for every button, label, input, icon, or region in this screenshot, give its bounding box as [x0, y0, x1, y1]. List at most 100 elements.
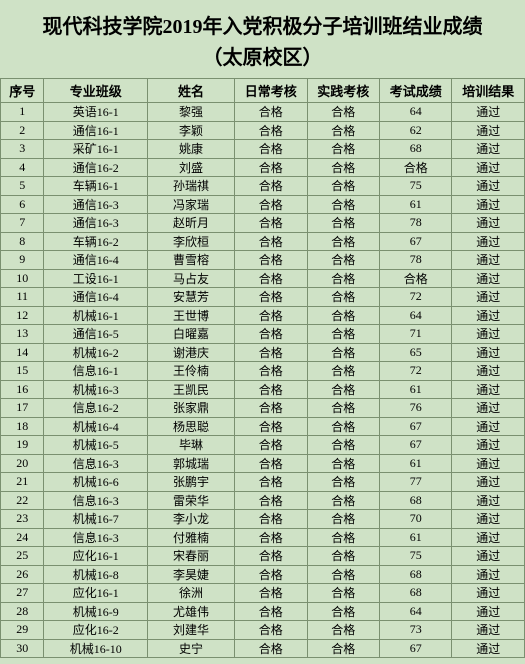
cell-name: 安慧芳	[148, 288, 235, 307]
cell-daily: 合格	[235, 232, 307, 251]
cell-name: 史宁	[148, 639, 235, 658]
cell-result: 通过	[452, 362, 525, 381]
cell-class: 机械16-5	[44, 436, 148, 455]
cell-seq: 1	[1, 103, 44, 122]
cell-class: 机械16-10	[44, 639, 148, 658]
cell-name: 刘盛	[148, 158, 235, 177]
cell-seq: 13	[1, 325, 44, 344]
cell-daily: 合格	[235, 510, 307, 529]
cell-exam: 67	[379, 417, 451, 436]
cell-name: 付雅楠	[148, 528, 235, 547]
cell-seq: 25	[1, 547, 44, 566]
table-row: 15信息16-1王伶楠合格合格72通过	[1, 362, 525, 381]
cell-practice: 合格	[307, 510, 379, 529]
cell-result: 通过	[452, 140, 525, 159]
cell-result: 通过	[452, 454, 525, 473]
cell-exam: 61	[379, 454, 451, 473]
cell-daily: 合格	[235, 103, 307, 122]
cell-class: 车辆16-2	[44, 232, 148, 251]
cell-seq: 17	[1, 399, 44, 418]
cell-seq: 22	[1, 491, 44, 510]
cell-daily: 合格	[235, 380, 307, 399]
cell-seq: 3	[1, 140, 44, 159]
cell-seq: 2	[1, 121, 44, 140]
cell-exam: 67	[379, 436, 451, 455]
cell-daily: 合格	[235, 269, 307, 288]
cell-seq: 7	[1, 214, 44, 233]
cell-name: 白曜嘉	[148, 325, 235, 344]
cell-name: 王世博	[148, 306, 235, 325]
cell-practice: 合格	[307, 251, 379, 270]
cell-name: 毕琳	[148, 436, 235, 455]
cell-class: 车辆16-1	[44, 177, 148, 196]
cell-seq: 18	[1, 417, 44, 436]
header-class: 专业班级	[44, 79, 148, 103]
table-row: 21机械16-6张鹏宇合格合格77通过	[1, 473, 525, 492]
cell-seq: 5	[1, 177, 44, 196]
table-row: 17信息16-2张家鼎合格合格76通过	[1, 399, 525, 418]
cell-result: 通过	[452, 436, 525, 455]
cell-exam: 68	[379, 491, 451, 510]
cell-exam: 70	[379, 510, 451, 529]
cell-daily: 合格	[235, 288, 307, 307]
cell-result: 通过	[452, 232, 525, 251]
cell-daily: 合格	[235, 214, 307, 233]
cell-daily: 合格	[235, 584, 307, 603]
table-row: 9通信16-4曹雪榕合格合格78通过	[1, 251, 525, 270]
cell-result: 通过	[452, 639, 525, 658]
cell-result: 通过	[452, 251, 525, 270]
cell-seq: 28	[1, 602, 44, 621]
cell-daily: 合格	[235, 417, 307, 436]
cell-seq: 26	[1, 565, 44, 584]
cell-name: 王凯民	[148, 380, 235, 399]
cell-daily: 合格	[235, 602, 307, 621]
table-row: 16机械16-3王凯民合格合格61通过	[1, 380, 525, 399]
cell-result: 通过	[452, 214, 525, 233]
cell-seq: 27	[1, 584, 44, 603]
cell-class: 应化16-2	[44, 621, 148, 640]
cell-result: 通过	[452, 288, 525, 307]
cell-practice: 合格	[307, 343, 379, 362]
cell-practice: 合格	[307, 362, 379, 381]
page-title-line1: 现代科技学院2019年入党积极分子培训班结业成绩	[0, 0, 525, 41]
cell-daily: 合格	[235, 454, 307, 473]
cell-result: 通过	[452, 195, 525, 214]
cell-result: 通过	[452, 528, 525, 547]
cell-exam: 67	[379, 639, 451, 658]
cell-practice: 合格	[307, 417, 379, 436]
cell-daily: 合格	[235, 565, 307, 584]
cell-practice: 合格	[307, 103, 379, 122]
table-row: 29应化16-2刘建华合格合格73通过	[1, 621, 525, 640]
cell-name: 杨思聪	[148, 417, 235, 436]
header-name: 姓名	[148, 79, 235, 103]
cell-class: 机械16-7	[44, 510, 148, 529]
cell-name: 刘建华	[148, 621, 235, 640]
cell-daily: 合格	[235, 325, 307, 344]
cell-seq: 19	[1, 436, 44, 455]
cell-seq: 9	[1, 251, 44, 270]
cell-exam: 64	[379, 103, 451, 122]
table-row: 3采矿16-1姚康合格合格68通过	[1, 140, 525, 159]
cell-seq: 14	[1, 343, 44, 362]
table-row: 26机械16-8李昊婕合格合格68通过	[1, 565, 525, 584]
cell-class: 信息16-3	[44, 491, 148, 510]
table-row: 11通信16-4安慧芳合格合格72通过	[1, 288, 525, 307]
cell-practice: 合格	[307, 473, 379, 492]
cell-class: 通信16-2	[44, 158, 148, 177]
cell-name: 尤雄伟	[148, 602, 235, 621]
cell-class: 通信16-3	[44, 195, 148, 214]
cell-result: 通过	[452, 343, 525, 362]
cell-seq: 15	[1, 362, 44, 381]
cell-practice: 合格	[307, 565, 379, 584]
cell-class: 通信16-4	[44, 251, 148, 270]
cell-exam: 61	[379, 380, 451, 399]
table-row: 5车辆16-1孙瑞祺合格合格75通过	[1, 177, 525, 196]
table-row: 18机械16-4杨思聪合格合格67通过	[1, 417, 525, 436]
table-row: 6通信16-3冯家瑞合格合格61通过	[1, 195, 525, 214]
page-title-line2: （太原校区）	[0, 41, 525, 78]
cell-seq: 10	[1, 269, 44, 288]
cell-daily: 合格	[235, 621, 307, 640]
cell-class: 机械16-6	[44, 473, 148, 492]
cell-result: 通过	[452, 547, 525, 566]
cell-name: 孙瑞祺	[148, 177, 235, 196]
